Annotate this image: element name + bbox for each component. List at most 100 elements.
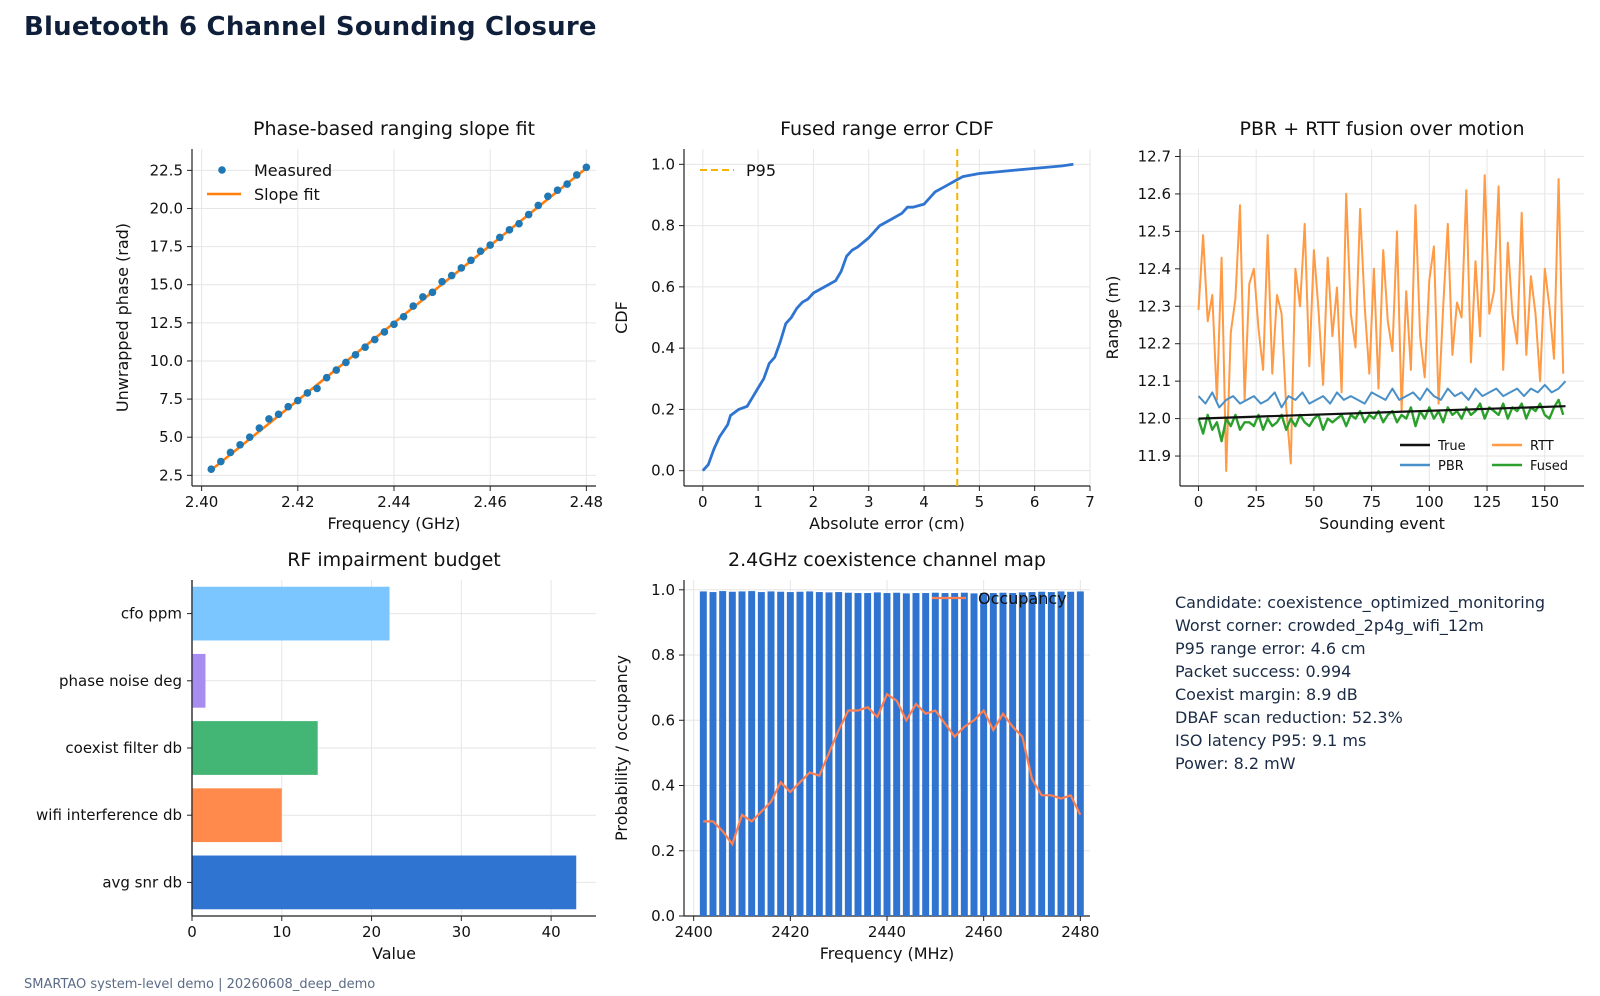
measured-point xyxy=(265,415,273,423)
chart-title: Fused range error CDF xyxy=(780,118,994,140)
probability-bar xyxy=(815,592,823,916)
legend-measured-label: Measured xyxy=(254,161,332,180)
cdf-chart: 0 1 2 3 4 5 6 7 0.0 0.2 0.4 0.6 0.8 1.0 Fused range er… xyxy=(612,118,1095,533)
measured-point xyxy=(467,256,475,265)
y-tick-label: 12.6 xyxy=(1138,185,1171,203)
y-tick-label: 0.4 xyxy=(651,777,675,795)
measured-point xyxy=(322,373,331,382)
probability-bar xyxy=(806,591,814,916)
x-tick-label: 100 xyxy=(1415,493,1444,511)
measured-point xyxy=(457,264,466,272)
x-tick-label: 125 xyxy=(1473,493,1502,511)
measured-point xyxy=(515,219,523,228)
chart-title: PBR + RTT fusion over motion xyxy=(1240,118,1525,140)
legend-p95-label: P95 xyxy=(746,161,776,180)
summary-iso-latency: ISO latency P95: 9.1 ms xyxy=(1175,731,1367,750)
y-tick-label: 12.4 xyxy=(1138,260,1171,278)
x-tick-label: 2420 xyxy=(771,923,809,941)
probability-bar xyxy=(912,593,920,916)
probability-bar xyxy=(786,592,794,916)
legend-fit-label: Slope fit xyxy=(254,185,320,204)
y-tick-label: 17.5 xyxy=(150,238,183,256)
summary-panel: Candidate: coexistence_optimized_monitor… xyxy=(1175,591,1545,775)
measured-point xyxy=(236,441,244,449)
y-tick-label: 7.5 xyxy=(159,390,183,408)
measured-point xyxy=(226,448,235,457)
fusion-chart: 0 25 50 75 100 125 150 11.9 12.0 12.1 12.2 12.3 12.4… xyxy=(1103,118,1584,533)
y-tick-label: 0.2 xyxy=(651,400,675,418)
y-tick-label: 12.1 xyxy=(1138,372,1171,390)
probability-bar xyxy=(854,593,862,916)
category-label: phase noise deg xyxy=(59,672,182,690)
y-tick-label: 0.8 xyxy=(651,217,675,235)
y-axis-label: Probability / occupancy xyxy=(612,655,631,841)
y-tick-label: 11.9 xyxy=(1138,447,1171,465)
probability-bar xyxy=(999,592,1007,916)
measured-point xyxy=(380,328,389,336)
y-tick-label: 12.0 xyxy=(1138,410,1171,428)
x-axis-label: Frequency (GHz) xyxy=(327,514,460,533)
y-tick-label: 0.0 xyxy=(651,462,675,480)
x-tick-label: 3 xyxy=(864,493,874,511)
y-axis-label: Unwrapped phase (rad) xyxy=(113,223,132,412)
cdf-line xyxy=(701,162,1074,472)
measured-point xyxy=(245,433,254,442)
y-tick-label: 15.0 xyxy=(150,276,183,294)
legend-label-true: True xyxy=(1437,439,1466,454)
budget-chart: 0 10 20 30 40 RF impairment budget Value cfo pp… xyxy=(36,549,596,963)
x-tick-label: 2.48 xyxy=(570,493,603,511)
y-tick-label: 22.5 xyxy=(150,161,183,179)
x-tick-label: 6 xyxy=(1030,493,1040,511)
measured-point xyxy=(399,312,408,321)
legend-measured-marker xyxy=(218,166,226,174)
probability-bar xyxy=(1067,591,1075,916)
measured-point xyxy=(274,410,283,419)
measured-point xyxy=(505,226,514,234)
measured-point xyxy=(563,180,571,188)
series-line-true xyxy=(1198,405,1566,420)
probability-bar xyxy=(941,593,949,916)
probability-bar xyxy=(1028,592,1036,916)
chart-title: Phase-based ranging slope fit xyxy=(253,118,535,140)
x-axis-label: Sounding event xyxy=(1319,514,1445,533)
y-tick-label: 2.5 xyxy=(159,466,183,484)
series-line-pbr xyxy=(1197,380,1567,409)
x-tick-label: 2400 xyxy=(675,923,713,941)
probability-bar xyxy=(960,592,968,916)
probability-bar xyxy=(864,593,872,916)
probability-bar xyxy=(719,591,727,916)
summary-worst-corner: Worst corner: crowded_2p4g_wifi_12m xyxy=(1175,616,1484,635)
measured-point xyxy=(255,424,264,432)
y-tick-label: 0.6 xyxy=(651,711,675,729)
probability-bar xyxy=(951,593,959,916)
y-tick-label: 12.3 xyxy=(1138,297,1171,315)
x-tick-label: 4 xyxy=(919,493,929,511)
series-line-fused xyxy=(1197,398,1565,443)
measured-point xyxy=(409,302,418,310)
probability-bar xyxy=(844,592,852,916)
measured-point xyxy=(447,271,456,280)
y-tick-label: 1.0 xyxy=(651,155,675,173)
budget-bar xyxy=(192,721,318,775)
x-tick-label: 2.46 xyxy=(473,493,506,511)
probability-bar xyxy=(748,591,756,916)
series-line-rtt xyxy=(1197,174,1565,472)
x-tick-label: 30 xyxy=(452,923,471,941)
measured-point xyxy=(332,366,341,374)
measured-point xyxy=(553,186,562,194)
x-tick-label: 0 xyxy=(1194,493,1204,511)
probability-bar xyxy=(883,593,891,916)
summary-candidate: Candidate: coexistence_optimized_monitor… xyxy=(1175,593,1546,612)
probability-bar xyxy=(1076,591,1084,916)
x-tick-label: 40 xyxy=(542,923,561,941)
summary-p95-error: P95 range error: 4.6 cm xyxy=(1175,639,1366,658)
probability-bar xyxy=(1038,591,1046,916)
budget-bar xyxy=(192,855,577,910)
probability-bar xyxy=(922,593,930,916)
measured-point xyxy=(582,163,591,172)
probability-bar xyxy=(893,592,901,916)
probability-bar xyxy=(728,591,736,916)
x-tick-label: 50 xyxy=(1304,493,1323,511)
x-tick-label: 2460 xyxy=(965,923,1003,941)
probability-bar xyxy=(777,591,785,916)
